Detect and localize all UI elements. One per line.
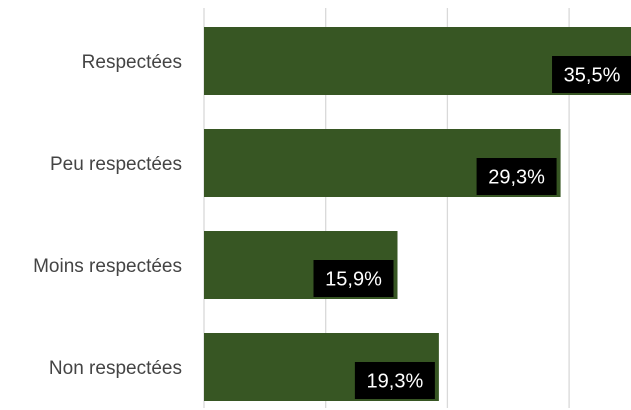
category-label-2: Moins respectées <box>33 256 182 277</box>
data-label-box-2 <box>313 260 394 297</box>
data-label-box-3 <box>354 362 435 399</box>
category-label-1: Peu respectées <box>50 154 182 175</box>
data-label-box-1 <box>476 158 557 195</box>
data-label-2: 15,9% <box>325 269 382 291</box>
category-label-3: Non respectées <box>49 358 182 379</box>
data-label-box-0 <box>552 56 631 93</box>
data-label-3: 19,3% <box>367 371 424 393</box>
data-labels: 35,5% 29,3% 15,9% 19,3% <box>313 56 631 399</box>
data-label-1: 29,3% <box>488 167 545 189</box>
category-labels: Respectées Peu respectées Moins respectées… <box>33 52 182 379</box>
data-label-0: 35,5% <box>564 65 621 87</box>
category-label-0: Respectées <box>82 52 182 73</box>
